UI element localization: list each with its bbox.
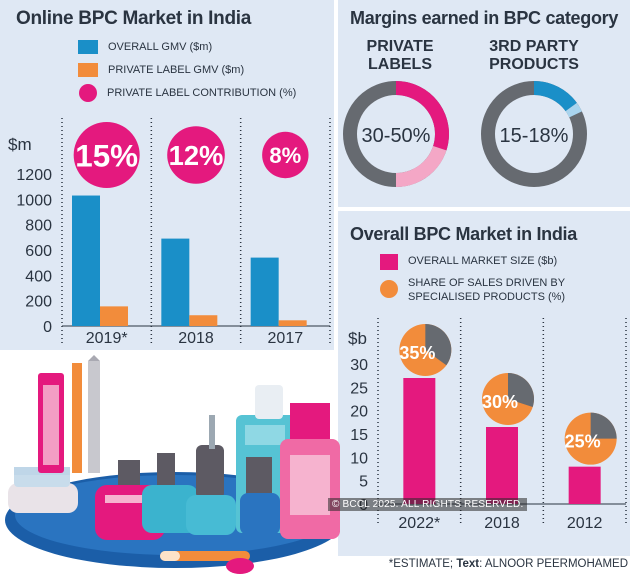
private-labels-donut-label: 30-50% xyxy=(362,125,431,147)
grey-polish-bottle-icon xyxy=(186,415,236,535)
legend-contribution: PRIVATE LABEL CONTRIBUTION (%) xyxy=(78,84,297,102)
overall-market-title: Overall BPC Market in India xyxy=(350,224,577,244)
pink-tall-bottle-icon xyxy=(280,403,340,539)
third-party-donut-min-slice xyxy=(533,81,577,112)
legend-overall-gmv: OVERALL GMV ($m) xyxy=(78,40,212,54)
pink-circle-icon xyxy=(79,84,97,102)
dark-polish-bottle-icon xyxy=(240,457,280,535)
x-tick-label: 2018 xyxy=(484,515,520,532)
private-labels-heading: PRIVATE LABELS xyxy=(340,38,460,74)
blue-polish-bottle-icon xyxy=(142,453,198,533)
third-party-donut-range-slice xyxy=(565,102,582,118)
y-tick-label: 20 xyxy=(350,404,368,421)
y-tick-label: 0 xyxy=(43,319,52,336)
legend-label: PRIVATE LABEL GMV ($m) xyxy=(108,64,245,76)
brush-icon xyxy=(8,467,78,513)
text-label: Text xyxy=(456,558,480,570)
private-labels-donut-min-slice xyxy=(395,81,449,151)
share-label: 35% xyxy=(399,343,435,363)
private-labels-line2: LABELS xyxy=(368,56,432,73)
share-pie-slice xyxy=(425,324,452,366)
third-party-heading: 3RD PARTY PRODUCTS xyxy=(472,38,596,74)
vertical-divider xyxy=(334,0,338,556)
share-label: 30% xyxy=(482,392,518,412)
margins-title: Margins earned in BPC category xyxy=(350,8,619,28)
y-tick-label: 400 xyxy=(25,268,52,285)
share-label: 25% xyxy=(565,432,601,452)
x-tick-label: 2018 xyxy=(178,330,214,347)
contribution-bubble xyxy=(167,126,225,184)
y-tick-label: 1000 xyxy=(16,192,52,209)
legend-market-size: OVERALL MARKET SIZE ($b) xyxy=(380,254,557,270)
third-party-line2: PRODUCTS xyxy=(489,56,579,73)
online-gmv-chart: $m 0 200 400 600 800 1000 1200 2019* 15% 2018 12% 20… xyxy=(8,118,331,347)
y-tick-label: 5 xyxy=(359,474,368,491)
horizontal-divider xyxy=(338,207,630,211)
author-credit: : ALNOOR PEERMOHAMED xyxy=(479,558,628,570)
estimate-note: *ESTIMATE; xyxy=(388,558,457,570)
pink-square-icon xyxy=(380,254,398,270)
blue-square-icon xyxy=(78,40,98,54)
y-tick-label: 15 xyxy=(350,427,368,444)
orange-square-icon xyxy=(78,63,98,77)
cosmetics-illustration xyxy=(5,355,340,574)
x-tick-label: 2022* xyxy=(398,515,440,532)
contribution-bubble xyxy=(73,122,140,188)
legend-label: SHARE OF SALES DRIVEN BY SPECIALISED PRO… xyxy=(408,277,566,303)
private-label-gmv-bar xyxy=(100,306,128,326)
overall-gmv-bar xyxy=(161,238,190,326)
market-size-bar xyxy=(486,427,518,504)
margin-donuts: 30-50% 15-18% xyxy=(343,81,587,187)
third-party-donut-label: 15-18% xyxy=(500,125,569,147)
legend-private-gmv: PRIVATE LABEL GMV ($m) xyxy=(78,63,244,77)
share-pie-slice xyxy=(590,412,617,439)
source-caption: *ESTIMATE; Text: ALNOOR PEERMOHAMED xyxy=(338,558,628,570)
legend-label: OVERALL GMV ($m) xyxy=(108,41,213,53)
third-party-line1: 3RD PARTY xyxy=(489,38,579,55)
x-tick-label: 2017 xyxy=(268,330,304,347)
share-pie-slice xyxy=(508,373,534,408)
online-market-title: Online BPC Market in India xyxy=(16,8,252,29)
y-tick-label: 30 xyxy=(350,357,368,374)
x-tick-label: 2019* xyxy=(86,330,128,347)
overall-gmv-bar xyxy=(72,195,100,326)
contribution-label: 8% xyxy=(269,143,301,168)
private-labels-line1: PRIVATE xyxy=(366,38,434,55)
orange-circle-icon xyxy=(380,280,398,298)
y-tick-label: 10 xyxy=(350,450,368,467)
legend-label: OVERALL MARKET SIZE ($b) xyxy=(408,255,558,267)
metal-file-icon xyxy=(88,361,100,473)
private-label-gmv-bar xyxy=(278,320,307,326)
y-axis-label: $m xyxy=(8,135,32,154)
market-size-bar xyxy=(403,378,436,504)
x-tick-label: 2012 xyxy=(567,515,603,532)
copyright-notice: © BCCL 2025. ALL RIGHTS RESERVED. xyxy=(328,498,528,511)
market-size-bar xyxy=(568,466,601,504)
contribution-bubble xyxy=(262,131,309,179)
lipstick-cap-icon xyxy=(226,558,254,574)
y-tick-label: 800 xyxy=(25,218,52,235)
y-tick-label: 200 xyxy=(25,294,52,311)
third-party-donut-track xyxy=(481,81,587,187)
contribution-label: 15% xyxy=(75,139,138,174)
legend-share-specialised: SHARE OF SALES DRIVEN BY SPECIALISED PRO… xyxy=(380,276,620,304)
y-tick-label: 600 xyxy=(25,243,52,260)
contribution-label: 12% xyxy=(169,140,224,171)
cuticle-stick-icon xyxy=(160,551,250,561)
y-axis-label: $b xyxy=(348,329,367,348)
legend-label: PRIVATE LABEL CONTRIBUTION (%) xyxy=(107,87,297,99)
y-tick-label: 1200 xyxy=(16,167,52,184)
private-label-gmv-bar xyxy=(189,315,218,326)
overall-gmv-bar xyxy=(250,257,279,326)
private-labels-donut-range-slice xyxy=(395,145,447,187)
y-tick-label: 25 xyxy=(350,380,368,397)
orange-stick-icon xyxy=(72,363,82,473)
